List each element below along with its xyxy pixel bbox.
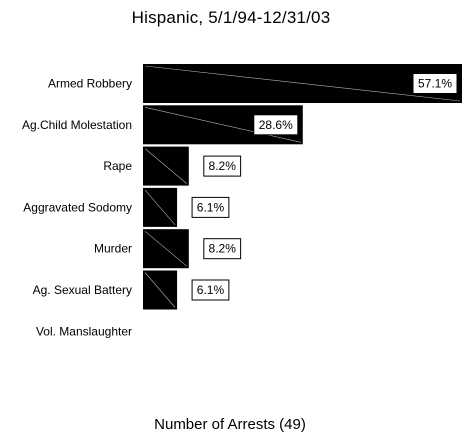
data-label-box: [412, 73, 458, 94]
category-label: Rape: [103, 159, 132, 173]
bar-diagonal: [144, 107, 301, 143]
data-label-box: [203, 238, 242, 260]
data-label-box: [253, 114, 299, 136]
bar-diagonal: [144, 189, 176, 226]
data-label-box: [191, 279, 230, 301]
category-label: Ag.Child Molestation: [22, 118, 132, 132]
data-label: 8.2%: [209, 242, 237, 256]
data-label: 6.1%: [197, 283, 225, 297]
category-label: Vol. Manslaughter: [36, 324, 132, 338]
data-label: 6.1%: [197, 200, 225, 214]
data-label-box: [191, 196, 230, 218]
chart-title: Hispanic, 5/1/94-12/31/03: [131, 8, 331, 27]
data-label: 57.1%: [418, 77, 452, 91]
bar-diagonal: [144, 148, 188, 184]
bar-diagonal: [144, 65, 461, 102]
category-label: Aggravated Sodomy: [23, 200, 132, 214]
category-label: Ag. Sexual Battery: [33, 283, 132, 297]
data-label: 8.2%: [209, 159, 237, 173]
data-label: 28.6%: [259, 118, 293, 132]
bar-diagonal: [144, 230, 188, 267]
data-label-box: [203, 155, 242, 177]
category-label: Murder: [94, 242, 132, 256]
x-axis-label: Number of Arrests (49): [154, 416, 306, 433]
category-label: Armed Robbery: [48, 77, 132, 91]
bar-diagonal: [144, 272, 176, 308]
